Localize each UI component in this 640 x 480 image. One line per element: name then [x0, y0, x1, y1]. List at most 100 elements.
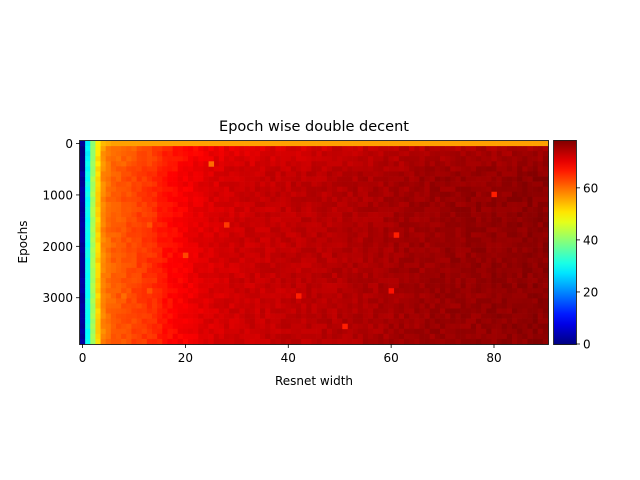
heatmap-cell: [378, 283, 384, 289]
heatmap-cell: [105, 191, 112, 198]
heatmap-cell: [486, 257, 492, 264]
heatmap-cell: [455, 257, 461, 264]
heatmap-cell: [460, 217, 467, 223]
heatmap-cell: [105, 206, 112, 213]
heatmap-cell: [383, 227, 389, 233]
heatmap-cell: [172, 146, 179, 152]
heatmap-cell: [486, 303, 492, 309]
heatmap-cell: [146, 283, 153, 289]
heatmap-cell: [172, 272, 179, 279]
heatmap-cell: [342, 141, 348, 147]
heatmap-cell: [362, 181, 369, 188]
heatmap-cell: [409, 242, 415, 248]
heatmap-cell: [146, 267, 153, 274]
heatmap-cell: [136, 206, 143, 213]
heatmap-cell: [347, 171, 353, 177]
heatmap-cell: [141, 267, 148, 274]
heatmap-cell: [90, 323, 96, 330]
heatmap-cell: [429, 242, 436, 248]
heatmap-cell: [126, 227, 132, 233]
heatmap-cell: [203, 217, 209, 223]
heatmap-cell: [517, 328, 523, 335]
heatmap-cell: [496, 288, 503, 294]
heatmap-cell: [373, 288, 379, 294]
heatmap-cell: [188, 262, 194, 269]
heatmap-cell: [357, 222, 364, 228]
heatmap-cell: [136, 151, 143, 157]
heatmap-cell: [440, 278, 446, 284]
heatmap-cell: [450, 278, 456, 284]
heatmap-cell: [152, 298, 158, 304]
heatmap-cell: [450, 146, 456, 152]
heatmap-cell: [460, 298, 467, 304]
heatmap-cell: [296, 303, 302, 309]
heatmap-cell: [157, 257, 163, 264]
heatmap-cell: [260, 298, 266, 304]
heatmap-cell: [193, 242, 199, 248]
heatmap-cell: [141, 313, 148, 319]
heatmap-cell: [290, 191, 297, 198]
heatmap-cell: [270, 217, 276, 223]
heatmap-cell: [383, 272, 389, 279]
heatmap-cell: [450, 191, 456, 198]
heatmap-cell: [373, 176, 379, 182]
heatmap-cell: [121, 181, 127, 188]
heatmap-cell: [116, 151, 122, 157]
heatmap-cell: [203, 308, 209, 314]
heatmap-cell: [80, 303, 86, 309]
heatmap-cell: [368, 313, 374, 319]
heatmap-cell: [244, 242, 251, 248]
heatmap-cell: [146, 196, 153, 203]
heatmap-cell: [342, 303, 348, 309]
heatmap-cell: [368, 257, 374, 264]
heatmap-cell: [429, 288, 436, 294]
heatmap-cell: [455, 176, 461, 182]
heatmap-cell: [460, 272, 467, 279]
heatmap-cell: [116, 212, 122, 218]
heatmap-cell: [342, 217, 348, 223]
heatmap-cell: [95, 267, 101, 274]
heatmap-cell: [270, 283, 276, 289]
heatmap-cell: [203, 303, 209, 309]
heatmap-cell: [260, 146, 266, 152]
heatmap-cell: [517, 288, 523, 294]
heatmap-cell: [126, 313, 132, 319]
heatmap-cell: [280, 242, 287, 248]
heatmap-cell: [388, 262, 395, 269]
heatmap-cell: [542, 227, 549, 233]
heatmap-cell: [506, 212, 513, 218]
heatmap-cell: [465, 298, 472, 304]
heatmap-cell: [481, 212, 487, 218]
heatmap-cell: [424, 272, 431, 279]
heatmap-cell: [270, 186, 276, 193]
heatmap-cell: [260, 191, 266, 198]
heatmap-cell: [188, 191, 194, 198]
heatmap-cell: [285, 262, 292, 269]
heatmap-cell: [419, 272, 425, 279]
heatmap-cell: [357, 181, 364, 188]
heatmap-cell: [275, 237, 281, 243]
heatmap-cell: [388, 201, 395, 208]
heatmap-cell: [522, 201, 528, 208]
heatmap-cell: [182, 206, 189, 213]
heatmap-cell: [285, 328, 292, 335]
heatmap-cell: [460, 196, 467, 203]
heatmap-cell: [301, 212, 307, 218]
heatmap-cell: [296, 338, 302, 345]
heatmap-cell: [270, 323, 276, 330]
heatmap-cell: [465, 313, 472, 319]
heatmap-cell: [90, 166, 96, 172]
heatmap-cell: [388, 247, 395, 253]
heatmap-cell: [110, 171, 117, 177]
heatmap-cell: [172, 333, 179, 340]
heatmap-cell: [409, 328, 415, 335]
heatmap-cell: [110, 267, 117, 274]
heatmap-cell: [419, 333, 425, 340]
heatmap-cell: [110, 191, 117, 198]
heatmap-cell: [198, 283, 204, 289]
heatmap-cell: [496, 338, 503, 345]
heatmap-cell: [218, 161, 225, 167]
heatmap-cell: [131, 156, 137, 162]
heatmap-cell: [316, 186, 323, 193]
heatmap-cell: [491, 166, 497, 172]
